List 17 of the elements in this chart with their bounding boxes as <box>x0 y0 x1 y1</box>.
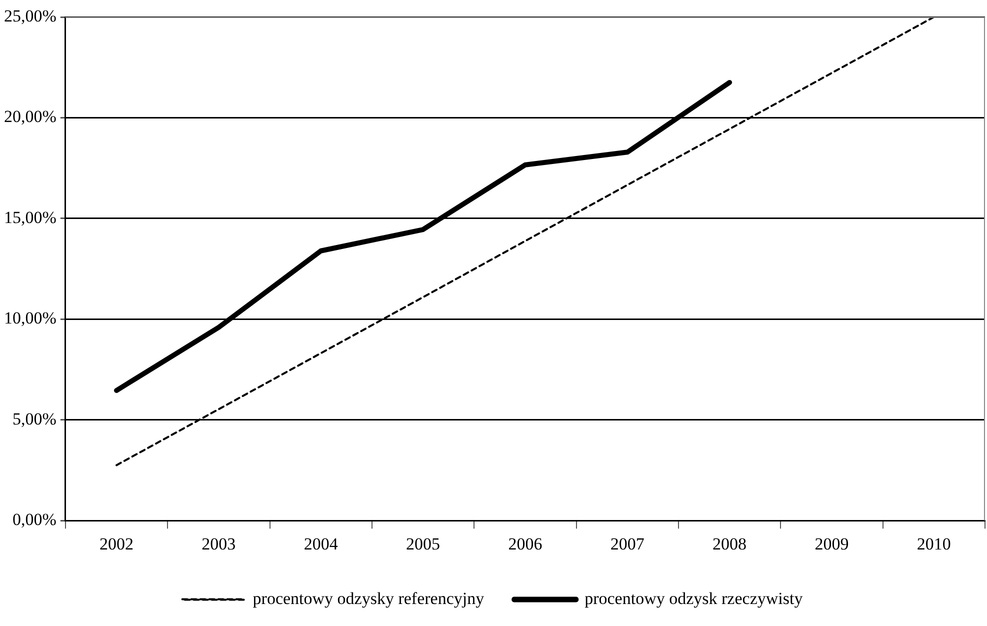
y-tick-label: 5,00% <box>12 409 56 428</box>
y-tick-label: 15,00% <box>4 208 56 227</box>
x-tick-label: 2007 <box>610 534 645 554</box>
x-tick-label: 2004 <box>304 534 338 554</box>
y-tick-label: 25,00% <box>4 6 56 26</box>
x-tick-label: 2008 <box>712 534 747 554</box>
x-tick-label: 2006 <box>508 534 542 554</box>
y-tick-label: 0,00% <box>12 510 56 530</box>
y-tick-label: 10,00% <box>4 308 56 328</box>
x-tick-label: 2002 <box>100 534 134 554</box>
x-tick-label: 2010 <box>916 534 951 554</box>
x-tick-label: 2003 <box>202 534 236 554</box>
x-tick-label: 2005 <box>406 534 440 554</box>
y-tick-label: 20,00% <box>4 107 56 126</box>
x-tick-label: 2009 <box>814 534 849 554</box>
legend-label: procentowy odzysky referencyjny <box>252 588 485 608</box>
legend-label: procentowy odzysk rzeczywisty <box>584 588 804 608</box>
